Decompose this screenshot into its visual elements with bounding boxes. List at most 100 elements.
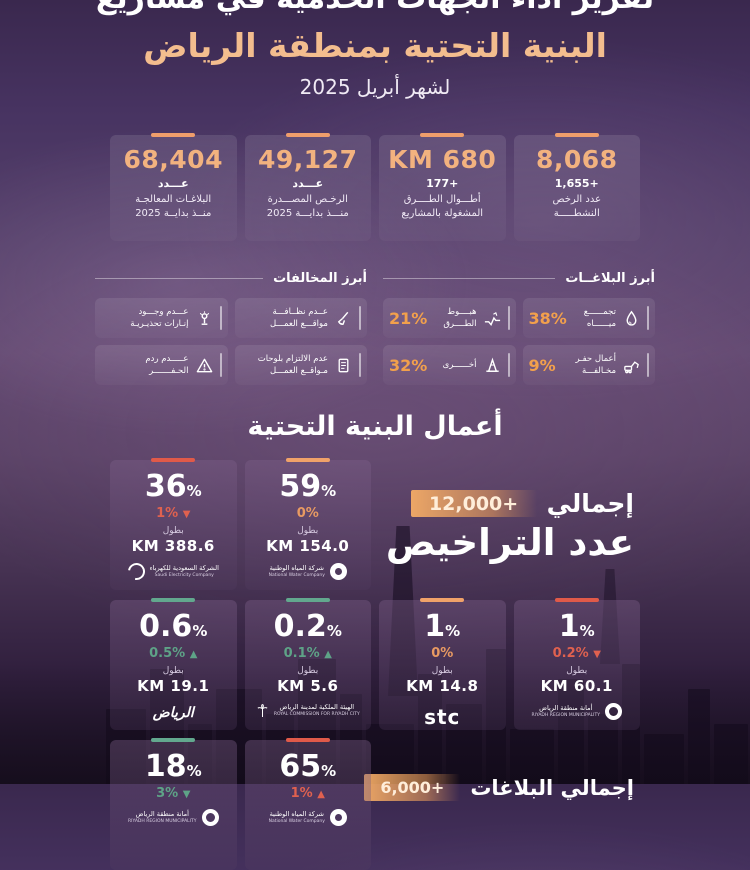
item-separator [647, 353, 649, 377]
change-indicator: ▼ 1% [156, 506, 191, 521]
stat-label: الرخـص المصـــدرة منـــذ بدايـــة 2025 [266, 194, 349, 219]
warning-triangle-icon [196, 358, 212, 372]
top-reports-header: أبرز البلاغــات [383, 271, 655, 286]
report-item-illegal-excavation: أعمال حفـر مخـالفـــة 9% [522, 345, 655, 385]
top-violations-header: أبرز المخالفات [95, 271, 367, 286]
violation-item-unfilled-pits: عـــــدم ردم الحـفـــــــر [95, 345, 228, 385]
reports-total-label: إجمالي البلاغات [470, 775, 634, 800]
work-percentage: 36% [144, 469, 202, 504]
change-indicator: ▲ 1% [290, 786, 325, 801]
work-percentage: 0.2% [273, 609, 342, 644]
org-card-amana-reports: 18% ▼ 3% أمانة منطقة الرياض RIYADH REGION… [110, 738, 237, 870]
riyadh-calligraphy-logo: الرياض [152, 705, 194, 721]
licenses-total-badge: +12,000 [410, 490, 537, 517]
item-separator [507, 306, 510, 330]
report-item-label: هبــــوط الطــــرق [443, 306, 477, 329]
top-violations-section: أبرز المخالفات عــدم نظــافـــة مواقـــع… [95, 271, 367, 385]
stat-change: +1,655 [554, 177, 599, 190]
report-item-percent: 38% [528, 308, 567, 328]
report-item-other: أخــــــرى 32% [383, 345, 516, 385]
water-drop-icon [626, 310, 637, 326]
warning-light-icon [199, 310, 209, 325]
work-percentage: 59% [279, 469, 337, 504]
stc-logo: stc [424, 705, 461, 729]
rcrc-logo: الهيئة الملكية لمدينة الرياض ROYAL COMMIS… [245, 703, 372, 718]
stat-value: 68,404 [123, 145, 223, 174]
length-value: 14.8 KM [406, 677, 479, 695]
card-accent-dash [151, 738, 196, 742]
stat-value: 680 KM [388, 145, 497, 174]
header-rule [95, 278, 264, 279]
change-indicator: ▼ 3% [156, 786, 191, 801]
violation-item-label: عدم الالتزام بلوحات مـواقــع العمـــل [257, 353, 328, 376]
reports-total-badge: +6,000 [364, 774, 461, 801]
reports-total-row: إجمالي البلاغات +6,000 [364, 774, 634, 801]
org-cards-grid: إجمالي +12,000 عدد التراخيص 59% 0% بطول … [110, 458, 640, 870]
length-word: بطول [297, 666, 319, 676]
signboard-icon [338, 358, 349, 372]
card-accent-dash [151, 598, 196, 602]
reports-percentage: 18% [144, 749, 202, 784]
report-title-line1: تقرير أداء الجهات الخدمية في مشاريع [0, 0, 750, 14]
report-item-percent: 9% [528, 355, 556, 375]
licenses-total-title: عدد التراخيص [385, 521, 634, 564]
report-title-line2: البنية التحتية بمنطقة الرياض [143, 26, 607, 65]
item-separator [359, 306, 361, 330]
change-indicator: 0% [296, 506, 319, 521]
change-indicator: ▲ 0.5% [149, 646, 198, 661]
violation-item-label: عــدم نظــافـــة مواقـــع العمـــل [270, 306, 328, 329]
card-accent-dash [285, 133, 330, 137]
sec-logo-mark [124, 559, 148, 584]
report-item-percent: 21% [389, 308, 428, 328]
work-percentage: 1% [558, 609, 595, 644]
length-word: بطول [162, 526, 184, 536]
licenses-total-block: إجمالي +12,000 عدد التراخيص [379, 460, 640, 590]
card-accent-dash [151, 133, 196, 137]
length-value: 154.0 KM [266, 537, 350, 555]
stat-card-active-licenses: 8,068 +1,655 عدد الرخص النشطـــــة [513, 133, 640, 241]
report-item-road-subsidence: هبــــوط الطــــرق 21% [383, 298, 516, 338]
stat-count-word: عـــدد [292, 177, 324, 190]
report-item-label: أعمال حفـر مخـالفـــة [575, 353, 616, 376]
top-reports-title: أبرز البلاغــات [565, 271, 655, 286]
top-reports-items: تجمــــــع ميــــــاه 38% هبــــوط الطــ… [383, 298, 655, 385]
violation-item-label: عـــدم وجـــود إنـارات تحذيـريـة [130, 306, 189, 329]
licenses-total-label: إجمالي [546, 489, 634, 518]
violation-item-label: عـــــدم ردم الحـفـــــــر [145, 353, 189, 376]
excavator-icon [624, 360, 639, 373]
length-word: بطول [297, 526, 319, 536]
tower-silhouette [600, 569, 620, 664]
amana-logo-mark [605, 703, 623, 720]
palm-tree-icon [257, 704, 268, 717]
report-header: تقرير أداء الجهات الخدمية في مشاريع البن… [0, 0, 750, 99]
stat-change: +177 [426, 177, 459, 190]
stat-card-occupied-roads: 680 KM +177 أطـــوال الطــــرق المشغولة … [379, 133, 506, 241]
report-item-water-accumulation: تجمــــــع ميــــــاه 38% [522, 298, 655, 338]
stat-value: 8,068 [535, 145, 618, 174]
card-accent-dash [420, 598, 465, 602]
nwc-logo: شركة المياه الوطنية National Water Compan… [245, 809, 372, 826]
change-indicator: ▲ 0.1% [283, 646, 332, 661]
length-value: 60.1 KM [540, 677, 613, 695]
reports-total-block: إجمالي البلاغات +6,000 [364, 740, 640, 870]
licenses-total-row: إجمالي +12,000 [410, 489, 634, 518]
card-accent-dash [285, 598, 330, 602]
summary-stats-row: 8,068 +1,655 عدد الرخص النشطـــــة 680 K… [110, 133, 640, 241]
length-word: بطول [566, 666, 588, 676]
item-separator [647, 306, 649, 330]
card-accent-dash [151, 458, 196, 462]
item-separator [507, 353, 510, 377]
org-card-saudi-electricity: 36% ▼ 1% بطول 388.6 KM الشركة السعودية ل… [110, 458, 237, 590]
stat-count-word: عـــدد [157, 177, 189, 190]
traffic-cone-icon [485, 357, 499, 372]
card-accent-dash [285, 738, 330, 742]
top-reports-section: أبرز البلاغــات تجمــــــع ميــــــاه 38… [383, 271, 655, 385]
header-rule [383, 278, 556, 279]
org-card-riyadh: 0.6% ▲ 0.5% بطول 19.1 KM الرياض [110, 598, 237, 730]
nwc-logo-mark [329, 809, 347, 826]
nwc-logo: شركة المياه الوطنية National Water Compan… [245, 563, 372, 580]
stat-card-issued-licenses: 49,127 عـــدد الرخـص المصـــدرة منـــذ ب… [244, 133, 371, 241]
violation-item-site-signboards: عدم الالتزام بلوحات مـواقــع العمـــل [234, 345, 367, 385]
card-accent-dash [554, 598, 599, 602]
stat-value: 49,127 [258, 145, 358, 174]
